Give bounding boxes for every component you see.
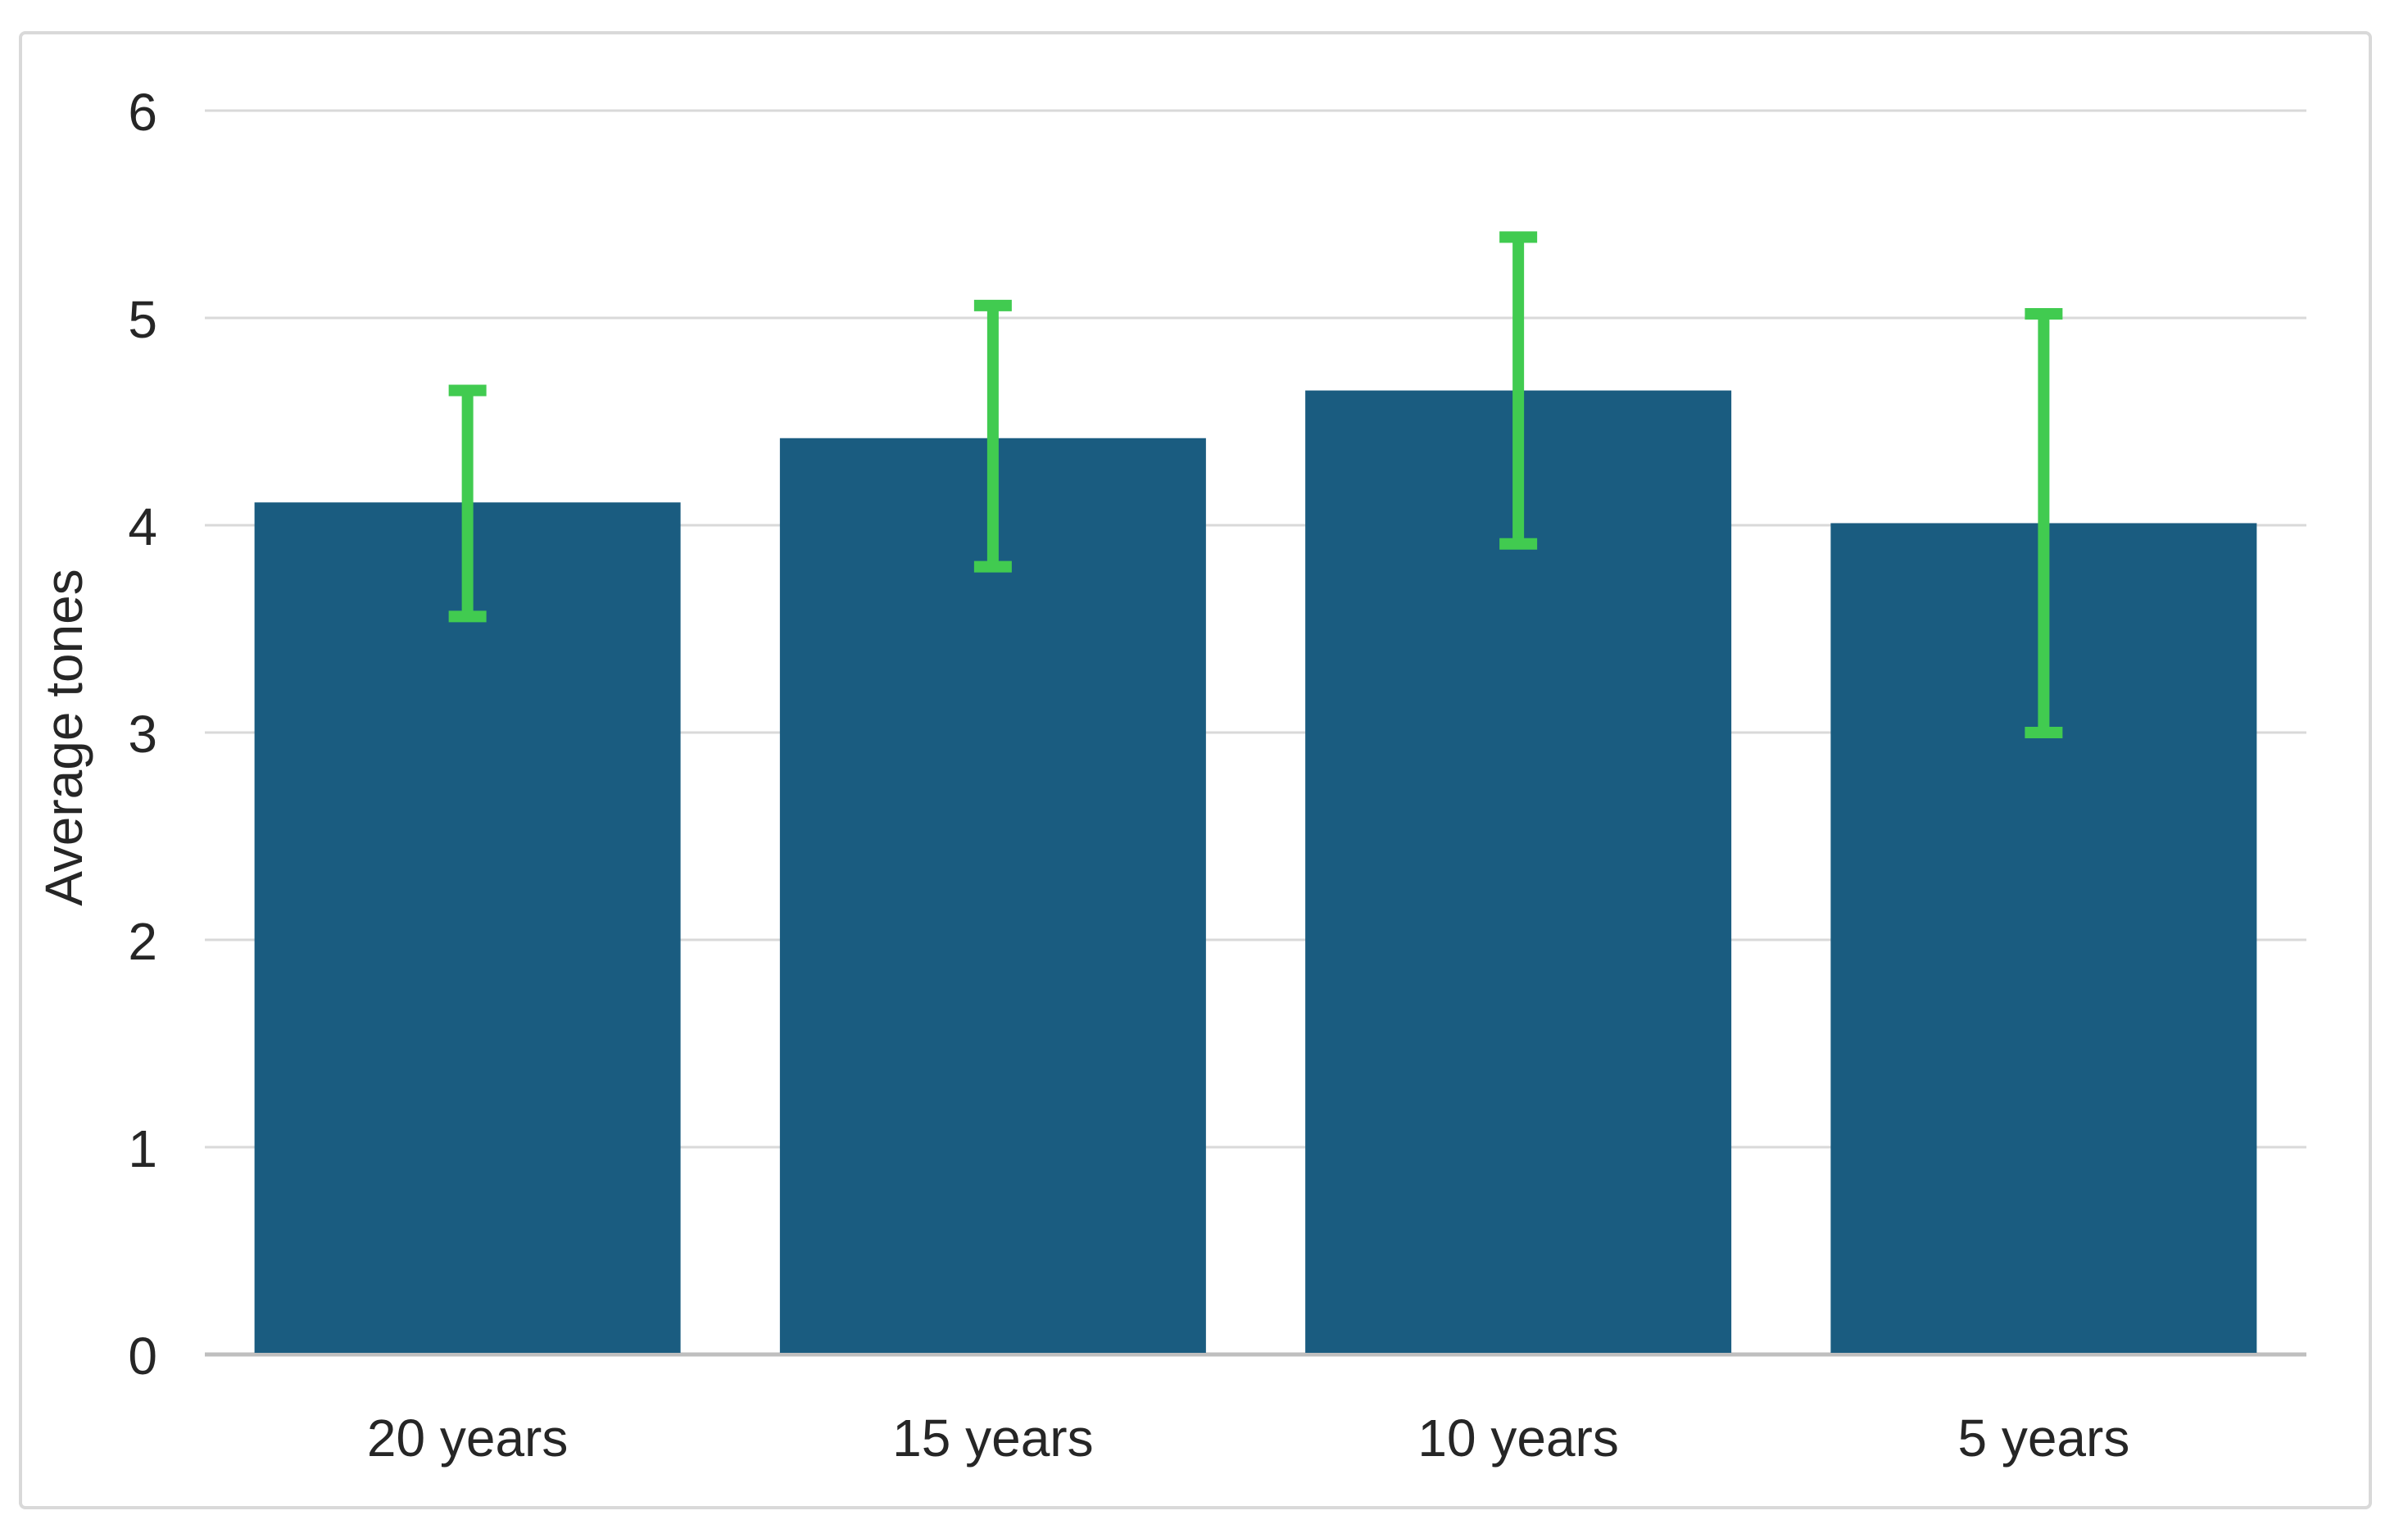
chart-outer-border [19, 31, 2372, 1509]
x-tick-label: 5 years [1957, 1409, 2129, 1468]
x-tick-label: 20 years [367, 1409, 568, 1468]
y-tick-label: 1 [128, 1119, 157, 1178]
y-tick-label: 0 [128, 1327, 157, 1386]
y-tick-label: 5 [128, 290, 157, 349]
x-tick-label: 15 years [892, 1409, 1093, 1468]
bar [1305, 390, 1732, 1353]
y-tick-label: 6 [128, 83, 157, 142]
axis-label-layer: Average tones 0 1 2 3 4 5 6 20 years 15 years 10 … [34, 83, 2129, 1468]
y-tick-label: 4 [128, 497, 157, 556]
bar-series-layer [254, 390, 2257, 1354]
chart-border-layer [19, 31, 2372, 1509]
x-tick-label: 10 years [1417, 1409, 1618, 1468]
bar [779, 438, 1206, 1353]
y-tick-label: 2 [128, 912, 157, 971]
y-tick-label: 3 [128, 705, 157, 764]
error-bar-layer [448, 231, 2063, 738]
y-axis-title: Average tones [34, 569, 93, 906]
bar [254, 502, 681, 1354]
